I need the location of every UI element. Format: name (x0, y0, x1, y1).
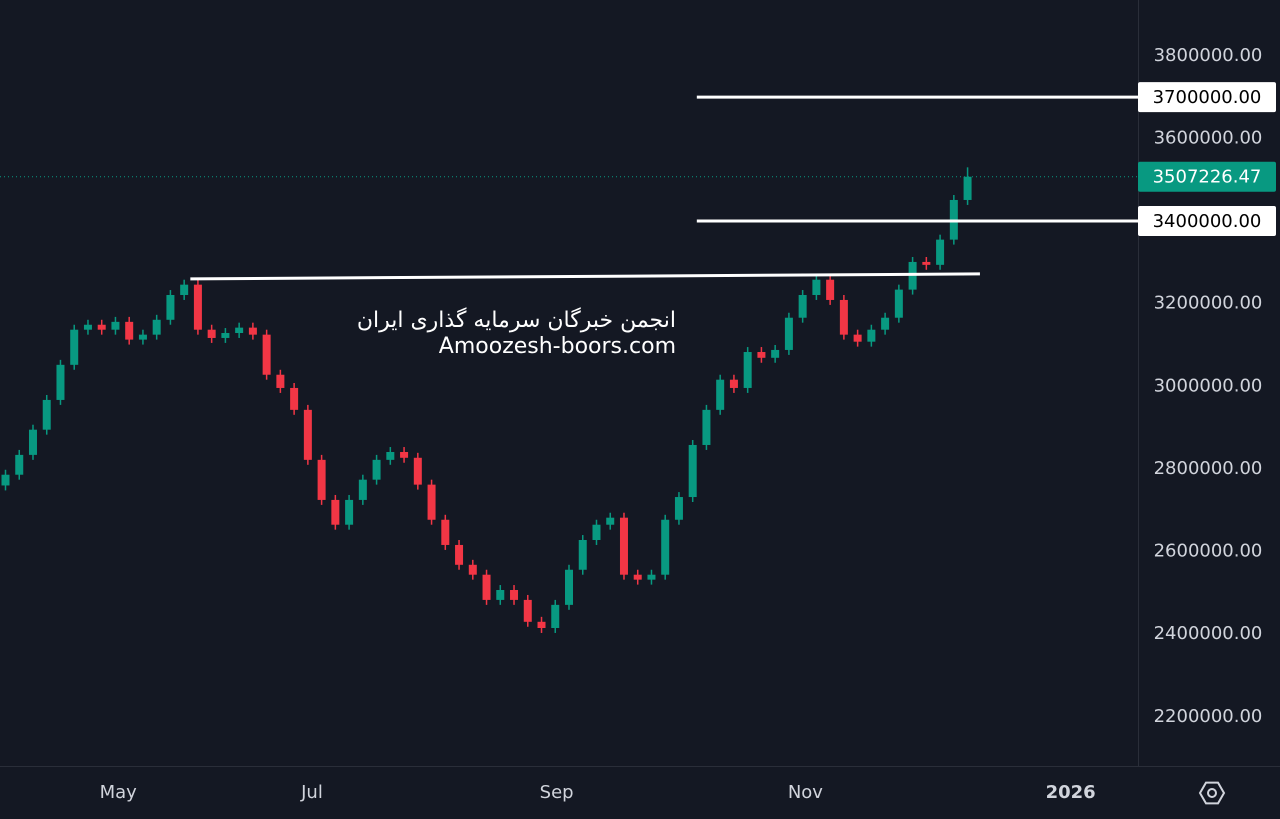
candle-body (56, 364, 65, 400)
last-price-label: 3507226.47 (1153, 167, 1262, 188)
candle-body (936, 239, 945, 265)
candle-body (248, 327, 257, 335)
candle-body (235, 327, 244, 334)
y-tick-label: 3600000.00 (1154, 127, 1263, 148)
x-tick-label: Nov (788, 782, 823, 803)
candle-body (358, 479, 367, 500)
candle-body (729, 379, 738, 388)
candle-body (262, 334, 271, 375)
candle-body (97, 324, 106, 330)
y-tick-label: 3800000.00 (1154, 45, 1263, 66)
level-label: 3400000.00 (1153, 211, 1262, 232)
candle-body (468, 564, 477, 575)
candle-body (290, 387, 299, 410)
candle-body (661, 519, 670, 575)
settings-circle[interactable] (1207, 788, 1217, 798)
candle-body (510, 589, 519, 600)
y-tick-label: 2200000.00 (1154, 706, 1263, 727)
candle-body (317, 459, 326, 500)
level-box (1138, 206, 1276, 237)
candle-body (853, 334, 862, 342)
candle-body (331, 499, 340, 525)
y-tick-label: 3000000.00 (1154, 375, 1263, 396)
candle-body (482, 574, 491, 600)
candle-body (881, 317, 890, 330)
candle-body (647, 574, 656, 580)
watermark: Amoozesh-boors.com (439, 334, 676, 359)
settings-hexagon[interactable] (1198, 781, 1226, 805)
candle-body (839, 299, 848, 335)
candle-body (633, 574, 642, 580)
candle-body (455, 544, 464, 565)
candle-body (523, 599, 532, 622)
y-tick-label: 2600000.00 (1154, 541, 1263, 562)
candle-body (276, 374, 285, 388)
candle-body (386, 451, 395, 460)
trendline (190, 272, 980, 281)
candle-body (427, 484, 436, 520)
candle-body (894, 289, 903, 318)
last-price-box (1138, 161, 1276, 192)
candle-body (771, 349, 780, 358)
watermark: انجمن خبرگان سرمایه گذاری ایران (357, 307, 676, 333)
level-box (1138, 82, 1276, 113)
candle-body (372, 459, 381, 480)
candle-body (70, 329, 79, 365)
x-tick-label: May (100, 782, 138, 803)
x-tick-label: Jul (300, 782, 323, 803)
candle-body (716, 379, 725, 410)
candle-body (221, 333, 230, 338)
candle-body (606, 517, 615, 525)
y-tick-label: 2800000.00 (1154, 458, 1263, 479)
candle-body (812, 279, 821, 295)
candle-body (345, 499, 354, 525)
candle-body (180, 284, 189, 295)
candle-body (922, 261, 931, 265)
candle-body (42, 399, 51, 430)
candle-body (743, 352, 752, 388)
candle-body (674, 497, 683, 520)
x-tick-label: Sep (540, 782, 574, 803)
candle-body (537, 621, 546, 629)
candle-body (413, 457, 422, 485)
candle-body (207, 329, 216, 338)
candle-body (963, 176, 972, 200)
candle-body (757, 352, 766, 358)
settings-icon[interactable] (1198, 781, 1226, 805)
candle-body (798, 294, 807, 318)
candle-body (111, 321, 120, 330)
candle-body (578, 540, 587, 570)
candle-body (619, 517, 628, 575)
candle-body (303, 409, 312, 460)
candle-body (1, 474, 10, 486)
candle-body (867, 329, 876, 342)
candle-body (702, 409, 711, 445)
candle-body (496, 589, 505, 600)
y-tick-label: 3200000.00 (1154, 293, 1263, 314)
candle-body (784, 317, 793, 350)
candle-body (83, 324, 92, 330)
candle-body (400, 451, 409, 458)
level-label: 3700000.00 (1153, 87, 1262, 108)
candle-body (125, 321, 134, 340)
candle-body (28, 429, 37, 455)
candle-body (565, 569, 573, 605)
candle-body (152, 319, 161, 335)
candle-body (166, 294, 175, 320)
candle-body (592, 524, 601, 541)
candle-body (688, 444, 697, 498)
candle-body (193, 284, 202, 330)
x-tick-label: 2026 (1046, 782, 1096, 803)
y-tick-label: 2400000.00 (1154, 623, 1263, 644)
candle-body (15, 454, 24, 475)
candle-body (441, 519, 450, 545)
candle-body (551, 604, 560, 629)
plot-area (1, 167, 972, 633)
candle-body (826, 279, 835, 300)
candle-body (138, 334, 147, 340)
